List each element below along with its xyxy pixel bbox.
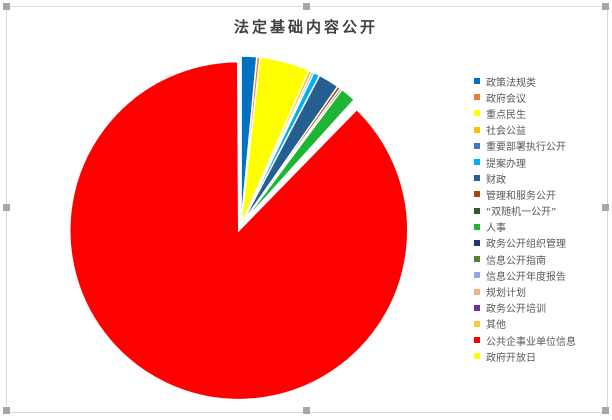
legend-item[interactable]: 信息公开指南	[474, 251, 576, 267]
legend-item[interactable]: 其他	[474, 316, 576, 332]
legend-label: 政府开放日	[486, 352, 536, 364]
chart-title: 法定基础内容公开	[233, 18, 378, 36]
legend-label: 政务公开组织管理	[486, 239, 566, 251]
resize-handle[interactable]	[3, 3, 10, 10]
legend-label: 公共企事业单位信息	[486, 336, 576, 348]
legend-swatch	[474, 175, 480, 182]
resize-handle[interactable]	[3, 204, 10, 211]
legend-swatch	[474, 78, 480, 85]
legend: 政策法规类政府会议重点民生社会公益重要部署执行公开 提案办理财政管理和服务公开 “双…	[474, 73, 576, 364]
legend-swatch	[474, 353, 480, 360]
pie-slice[interactable]	[69, 60, 409, 401]
legend-swatch	[474, 239, 480, 246]
legend-label: 重要部署执行公开	[486, 142, 566, 154]
legend-swatch	[474, 191, 480, 198]
legend-swatch	[474, 304, 480, 311]
legend-item[interactable]: “双随机一公开”	[474, 203, 576, 219]
legend-label: 其他	[486, 320, 506, 332]
resize-handle[interactable]	[602, 3, 609, 10]
legend-label: 信息公开指南	[486, 255, 546, 267]
legend-item[interactable]: 信息公开年度报告	[474, 267, 576, 283]
legend-label: 提案办理	[486, 158, 526, 170]
legend-label: 政府会议	[486, 93, 526, 105]
legend-item[interactable]: 重要部署执行公开	[474, 138, 576, 154]
legend-label: 信息公开年度报告	[486, 271, 566, 283]
legend-swatch	[474, 223, 480, 230]
resize-handle[interactable]	[303, 407, 310, 414]
legend-swatch	[474, 142, 480, 149]
legend-item[interactable]: 规划计划	[474, 283, 576, 299]
legend-swatch	[474, 337, 480, 344]
legend-swatch	[474, 207, 480, 214]
pie-slice[interactable]	[239, 55, 242, 226]
legend-item[interactable]: 政务公开培训	[474, 300, 576, 316]
legend-swatch	[474, 94, 480, 101]
legend-swatch	[474, 256, 480, 263]
resize-handle[interactable]	[602, 407, 609, 414]
legend-item[interactable]: 重点民生	[474, 105, 576, 121]
legend-item[interactable]: 政府开放日	[474, 348, 576, 364]
legend-swatch	[474, 272, 480, 279]
legend-item[interactable]: 公共企事业单位信息	[474, 332, 576, 348]
legend-label: 财政	[486, 174, 506, 186]
pie-slice[interactable]	[240, 102, 361, 226]
legend-label: 重点民生	[486, 109, 526, 121]
resize-handle[interactable]	[602, 204, 609, 211]
resize-handle[interactable]	[3, 407, 10, 414]
legend-swatch	[474, 159, 480, 166]
legend-swatch	[474, 320, 480, 327]
legend-label: 人事	[486, 223, 506, 235]
legend-item[interactable]: 政策法规类	[474, 73, 576, 89]
resize-handle[interactable]	[303, 3, 310, 10]
legend-label: 规划计划	[486, 288, 526, 300]
legend-item[interactable]: 政务公开组织管理	[474, 235, 576, 251]
legend-label: 社会公益	[486, 126, 526, 138]
legend-label: 管理和服务公开	[486, 190, 556, 202]
legend-item[interactable]: 财政	[474, 170, 576, 186]
legend-swatch	[474, 288, 480, 295]
legend-item[interactable]: 管理和服务公开	[474, 186, 576, 202]
legend-label: 政策法规类	[486, 77, 536, 89]
legend-swatch	[474, 126, 480, 133]
legend-item[interactable]: 社会公益	[474, 122, 576, 138]
legend-item[interactable]: 提案办理	[474, 154, 576, 170]
legend-item[interactable]: 人事	[474, 219, 576, 235]
legend-label: 政务公开培训	[486, 304, 546, 316]
legend-swatch	[474, 110, 480, 117]
legend-label: “双随机一公开”	[486, 207, 557, 219]
legend-item[interactable]: 政府会议	[474, 89, 576, 105]
